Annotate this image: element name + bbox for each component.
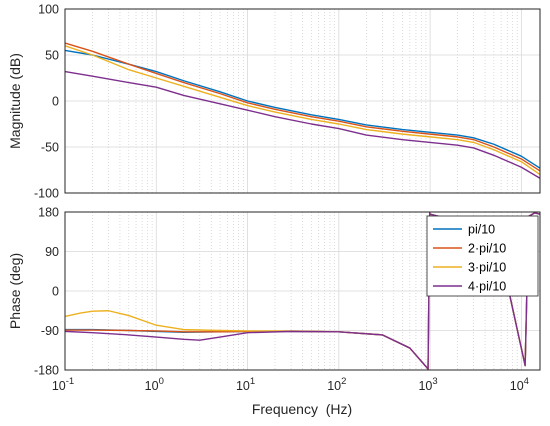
- magnitude-y-tick-labels: 100 50 0 -50 -100: [34, 3, 59, 201]
- magnitude-axes-box: [64, 8, 541, 194]
- legend-entry-label: pi/10: [468, 223, 495, 237]
- phase-axes-box: [64, 211, 541, 371]
- phase-y-tick-label: 180: [38, 206, 59, 220]
- legend-entry-label: 4·pi/10: [468, 280, 506, 294]
- legend: pi/10 2·pi/10 3·pi/10 4·pi/10: [426, 215, 539, 297]
- magnitude-series-line: [64, 45, 541, 176]
- magnitude-series-group: [64, 42, 541, 179]
- x-tick-label: 100: [145, 376, 164, 393]
- x-tick-label: 104: [510, 376, 529, 393]
- phase-y-tick-label: -180: [34, 364, 59, 378]
- magnitude-panel: 100 50 0 -50 -100 Magnitude (dB): [7, 3, 541, 201]
- phase-y-axis-label: Phase (deg): [7, 253, 23, 329]
- magnitude-series-line: [64, 70, 541, 179]
- magnitude-y-axis-label: Magnitude (dB): [7, 53, 23, 149]
- x-tick-label: 101: [236, 376, 255, 393]
- phase-y-tick-label: 90: [45, 245, 59, 259]
- magnitude-y-tick-label: -50: [41, 141, 59, 155]
- magnitude-series-line: [64, 49, 541, 169]
- legend-entry-label: 2·pi/10: [468, 242, 506, 256]
- magnitude-y-tick-label: 100: [38, 3, 59, 17]
- magnitude-y-tick-label: 0: [52, 95, 59, 109]
- x-tick-label: 102: [327, 376, 346, 393]
- legend-entry-label: 3·pi/10: [468, 261, 506, 275]
- magnitude-y-tick-label: 50: [45, 49, 59, 63]
- phase-y-tick-labels: 180 90 0 -90 -180: [34, 206, 59, 378]
- magnitude-series-line: [64, 42, 541, 172]
- phase-y-tick-label: -90: [41, 324, 59, 338]
- phase-y-tick-label: 0: [52, 285, 59, 299]
- x-tick-label: 103: [418, 376, 437, 393]
- x-tick-labels: 10-1 100 101 102 103 104: [52, 376, 529, 393]
- x-tick-label: 10-1: [52, 376, 74, 393]
- phase-series-line: [64, 212, 541, 370]
- magnitude-y-tick-label: -100: [34, 187, 59, 201]
- x-axis-label: Frequency (Hz): [252, 401, 352, 417]
